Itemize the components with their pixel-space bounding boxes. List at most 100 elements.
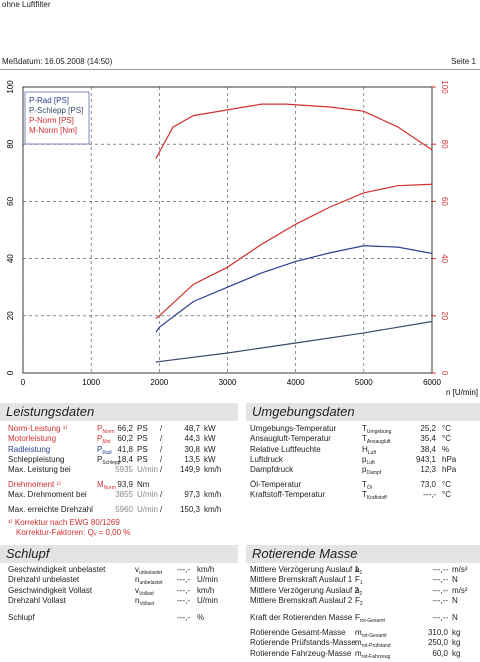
value: 44,3 [184,434,200,443]
symbol-sub: 2 [359,601,363,607]
row-label: Dampfdruck [250,465,294,474]
row-label: Drehzahl Vollast [8,596,66,605]
symbol: F1 [355,575,363,586]
value: 5960 [115,505,133,514]
separator: / [160,424,163,433]
symbol-sub: Schlepp [102,460,121,466]
symbol: nunbelastet [135,575,163,586]
unit: kW [204,445,216,454]
x-tick-label: 4000 [287,378,305,387]
value: ---,-- [432,613,448,622]
symbol: mrot-Fahrzeug [355,649,391,660]
row-label: Luftdruck [250,455,283,464]
row-label: Max. erreichte Drehzahl [8,505,93,514]
symbol-sub: Umgebung [366,429,392,435]
unit: °C [442,490,451,499]
symbol-sub: Norm [102,429,115,435]
section-title: Schlupf [0,545,238,563]
unit: hPa [442,455,457,464]
value: ---,- [423,490,436,499]
row-label: Kraftstoff-Temperatur [250,490,325,499]
x-axis-label: n [U/min] [446,388,478,397]
row-label: Rotierende Prüfstands-Masse [250,638,356,647]
row-label: Drehmoment ¹⁾ [8,480,62,489]
symbol-sub: Kraftstoff [366,495,387,501]
y-tick-label: 20 [6,311,15,320]
unit: kW [204,434,216,443]
unit: °C [442,480,451,489]
unit: km/h [204,465,222,474]
symbol: mrot-Gesamt [355,628,387,639]
y-tick-label: 40 [6,254,15,263]
unit: PS [137,424,148,433]
page-title: ohne Luftfilter [2,0,51,9]
symbol: Frot-Gesamt [355,613,385,624]
value: ---,- [177,596,190,605]
value: 149,9 [179,465,200,474]
series-line [155,245,433,333]
legend-label: P-Norm [PS] [29,116,74,125]
symbol-sub: Luft [367,450,377,456]
row-label: Schleppleistung [8,455,65,464]
separator: / [160,465,163,474]
symbol-sub: 1 [359,580,363,586]
section-title: Leistungsdaten [0,403,238,421]
separator: / [160,505,163,514]
unit: U/min [137,505,158,514]
unit: PS [137,455,148,464]
unit: m/s² [452,586,468,595]
row-label: Rotierende Fahrzeug-Masse [250,649,352,658]
unit: °C [442,434,451,443]
symbol: PSchlepp [97,455,121,466]
value: ---,-- [432,565,448,574]
value: 3855 [115,490,133,499]
section-title: Rotierende Masse [246,545,480,563]
chart: 0 1000 2000 3000 4000 5000 6000020406080100020… [6,80,478,397]
symbol: PRad [97,445,112,456]
row-label: Relative Luftfeuchte [250,445,321,454]
value: 943,1 [415,455,436,464]
symbol: HLuft [362,445,377,456]
series-line [155,103,433,159]
y-tick-label: 60 [6,196,15,205]
symbol: TÖl [362,480,372,491]
value: 310,0 [427,628,448,637]
y2-tick-label: 100 [440,80,449,94]
value: 13,5 [184,455,200,464]
value: 93,9 [117,480,133,489]
y-tick-label: 100 [6,80,15,94]
symbol-sub: 2 [359,591,363,597]
symbol: a2 [355,586,363,597]
value: 73,0 [420,480,436,489]
symbol: PMot [97,434,111,445]
row-label: Mittlere Verzögerung Auslauf 2 [250,586,359,595]
unit: PS [137,434,148,443]
value: 150,3 [179,505,200,514]
value: ---,- [177,586,190,595]
value: 30,8 [184,445,200,454]
row-label: Drehzahl unbelastet [8,575,80,584]
value: 60,0 [432,649,448,658]
y2-tick-label: 0 [440,371,449,376]
symbol-sub: Dampf [366,470,382,476]
section-title: Umgebungsdaten [246,403,480,421]
y2-tick-label: 80 [440,140,449,149]
unit: hPa [442,465,457,474]
unit: km/h [197,565,215,574]
row-label: Umgebungs-Temperatur [250,424,337,433]
x-tick-label: 2000 [150,378,168,387]
note: ¹⁾ Korrektur nach EWG 80/1269 [8,518,120,527]
value: 41,8 [117,445,133,454]
symbol: TUmgebung [362,424,392,435]
date: Meßdatum: 16.05.2008 (14:50) [2,57,113,66]
y-tick-label: 0 [6,370,15,375]
unit: kW [204,424,216,433]
symbol-sub: unbelastet [139,570,163,576]
unit: N [452,596,458,605]
value: ---,-- [432,596,448,605]
unit: U/min [197,575,218,584]
separator: / [160,434,163,443]
symbol-sub: Norm [103,485,116,491]
series-line [155,320,433,363]
